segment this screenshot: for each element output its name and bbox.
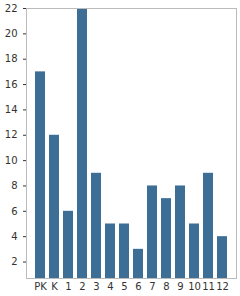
- svg-text:7: 7: [149, 281, 155, 292]
- svg-text:6: 6: [11, 206, 17, 217]
- svg-text:11: 11: [202, 281, 215, 292]
- svg-text:12: 12: [5, 129, 18, 140]
- svg-text:22: 22: [5, 3, 18, 14]
- svg-text:5: 5: [121, 281, 127, 292]
- svg-text:3: 3: [93, 281, 99, 292]
- svg-text:2: 2: [79, 281, 85, 292]
- svg-text:9: 9: [177, 281, 183, 292]
- svg-text:8: 8: [163, 281, 169, 292]
- svg-text:1: 1: [65, 281, 71, 292]
- svg-text:10: 10: [5, 155, 18, 166]
- svg-text:6: 6: [135, 281, 141, 292]
- svg-text:2: 2: [11, 256, 17, 267]
- svg-text:8: 8: [11, 180, 17, 191]
- svg-text:20: 20: [5, 28, 18, 39]
- svg-text:14: 14: [5, 104, 18, 115]
- svg-text:18: 18: [5, 53, 18, 64]
- svg-text:PK: PK: [34, 281, 47, 292]
- svg-text:10: 10: [188, 281, 201, 292]
- svg-text:K: K: [51, 281, 58, 292]
- svg-text:4: 4: [107, 281, 113, 292]
- svg-text:4: 4: [11, 231, 17, 242]
- svg-text:12: 12: [216, 281, 229, 292]
- svg-text:16: 16: [5, 79, 18, 90]
